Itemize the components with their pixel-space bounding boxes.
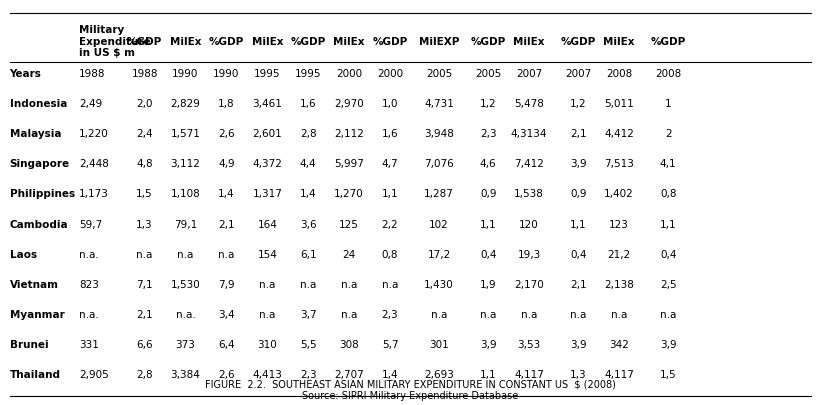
Text: 5,478: 5,478 [514, 99, 544, 109]
Text: 2,601: 2,601 [252, 129, 282, 139]
Text: 7,412: 7,412 [514, 159, 544, 169]
Text: 4,7: 4,7 [382, 159, 398, 169]
Text: 310: 310 [258, 340, 277, 350]
Text: n.a: n.a [480, 310, 497, 320]
Text: %GDP: %GDP [470, 36, 506, 47]
Text: 2,0: 2,0 [136, 99, 153, 109]
Text: 3,9: 3,9 [480, 340, 497, 350]
Text: 3,9: 3,9 [660, 340, 677, 350]
Text: 2,1: 2,1 [570, 280, 586, 290]
Text: 2008: 2008 [655, 69, 681, 79]
Text: 2007: 2007 [516, 69, 542, 79]
Text: 2,707: 2,707 [334, 371, 364, 380]
Text: 59,7: 59,7 [79, 220, 103, 230]
Text: 5,5: 5,5 [300, 340, 317, 350]
Text: 4,1: 4,1 [660, 159, 677, 169]
Text: Cambodia: Cambodia [10, 220, 68, 230]
Text: 3,7: 3,7 [300, 310, 317, 320]
Text: 7,076: 7,076 [424, 159, 454, 169]
Text: n.a: n.a [341, 280, 357, 290]
Text: 2000: 2000 [336, 69, 362, 79]
Text: n.a: n.a [218, 250, 235, 260]
Text: 164: 164 [257, 220, 277, 230]
Text: 154: 154 [257, 250, 277, 260]
Text: 0,9: 0,9 [570, 190, 586, 199]
Text: 120: 120 [519, 220, 539, 230]
Text: MilEXP: MilEXP [419, 36, 459, 47]
Text: 2005: 2005 [475, 69, 502, 79]
Text: 0,8: 0,8 [660, 190, 677, 199]
Text: 1: 1 [665, 99, 672, 109]
Text: n.a.: n.a. [79, 310, 99, 320]
Text: 2,6: 2,6 [218, 129, 235, 139]
Text: MilEx: MilEx [251, 36, 283, 47]
Text: n.a: n.a [177, 250, 194, 260]
Text: 2,3: 2,3 [480, 129, 497, 139]
Text: 1,173: 1,173 [79, 190, 109, 199]
Text: 2,1: 2,1 [136, 310, 153, 320]
Text: 7,1: 7,1 [136, 280, 153, 290]
Text: Laos: Laos [10, 250, 37, 260]
Text: 5,997: 5,997 [334, 159, 364, 169]
Text: 4,8: 4,8 [136, 159, 153, 169]
Text: n.a: n.a [660, 310, 677, 320]
Text: 823: 823 [79, 280, 99, 290]
Text: 2,3: 2,3 [382, 310, 398, 320]
Text: 1,430: 1,430 [424, 280, 454, 290]
Text: 2,49: 2,49 [79, 99, 103, 109]
Text: 2,112: 2,112 [334, 129, 364, 139]
Text: n.a: n.a [341, 310, 357, 320]
Text: 4,9: 4,9 [218, 159, 235, 169]
Text: 2,5: 2,5 [660, 280, 677, 290]
Text: %GDP: %GDP [561, 36, 596, 47]
Text: 1990: 1990 [172, 69, 199, 79]
Text: 4,413: 4,413 [252, 371, 282, 380]
Text: 1,1: 1,1 [480, 371, 497, 380]
Text: 0,4: 0,4 [570, 250, 586, 260]
Text: 2008: 2008 [606, 69, 632, 79]
Text: 2,138: 2,138 [604, 280, 634, 290]
Text: 0,9: 0,9 [480, 190, 497, 199]
Text: 1988: 1988 [79, 69, 106, 79]
Text: 2000: 2000 [377, 69, 403, 79]
Text: n.a: n.a [300, 280, 316, 290]
Text: 2: 2 [665, 129, 672, 139]
Text: 1,402: 1,402 [604, 190, 634, 199]
Text: n.a: n.a [611, 310, 627, 320]
Text: n.a: n.a [259, 280, 276, 290]
Text: 2,6: 2,6 [218, 371, 235, 380]
Text: n.a: n.a [431, 310, 447, 320]
Text: 308: 308 [339, 340, 359, 350]
Text: 24: 24 [342, 250, 355, 260]
Text: Thailand: Thailand [10, 371, 61, 380]
Text: MilEx: MilEx [513, 36, 545, 47]
Text: FIGURE  2.2.  SOUTHEAST ASIAN MILITARY EXPENDITURE IN CONSTANT US  $ (2008)
Sour: FIGURE 2.2. SOUTHEAST ASIAN MILITARY EXP… [205, 379, 616, 401]
Text: 1995: 1995 [295, 69, 322, 79]
Text: 4,412: 4,412 [604, 129, 634, 139]
Text: 342: 342 [609, 340, 629, 350]
Text: 1,530: 1,530 [171, 280, 200, 290]
Text: 2,1: 2,1 [218, 220, 235, 230]
Text: 2,8: 2,8 [136, 371, 153, 380]
Text: 2,448: 2,448 [79, 159, 109, 169]
Text: 6,6: 6,6 [136, 340, 153, 350]
Text: 5,7: 5,7 [382, 340, 398, 350]
Text: 1,5: 1,5 [660, 371, 677, 380]
Text: 2007: 2007 [565, 69, 591, 79]
Text: n.a.: n.a. [79, 250, 99, 260]
Text: 1995: 1995 [254, 69, 281, 79]
Text: 331: 331 [79, 340, 99, 350]
Text: 1,4: 1,4 [300, 190, 317, 199]
Text: 0,4: 0,4 [660, 250, 677, 260]
Text: 1,5: 1,5 [136, 190, 153, 199]
Text: 1,1: 1,1 [570, 220, 586, 230]
Text: 4,4: 4,4 [300, 159, 317, 169]
Text: 1,3: 1,3 [570, 371, 586, 380]
Text: %GDP: %GDP [209, 36, 244, 47]
Text: MilEx: MilEx [603, 36, 635, 47]
Text: Vietnam: Vietnam [10, 280, 58, 290]
Text: 2,970: 2,970 [334, 99, 364, 109]
Text: 3,461: 3,461 [252, 99, 282, 109]
Text: 4,117: 4,117 [514, 371, 544, 380]
Text: 1,4: 1,4 [382, 371, 398, 380]
